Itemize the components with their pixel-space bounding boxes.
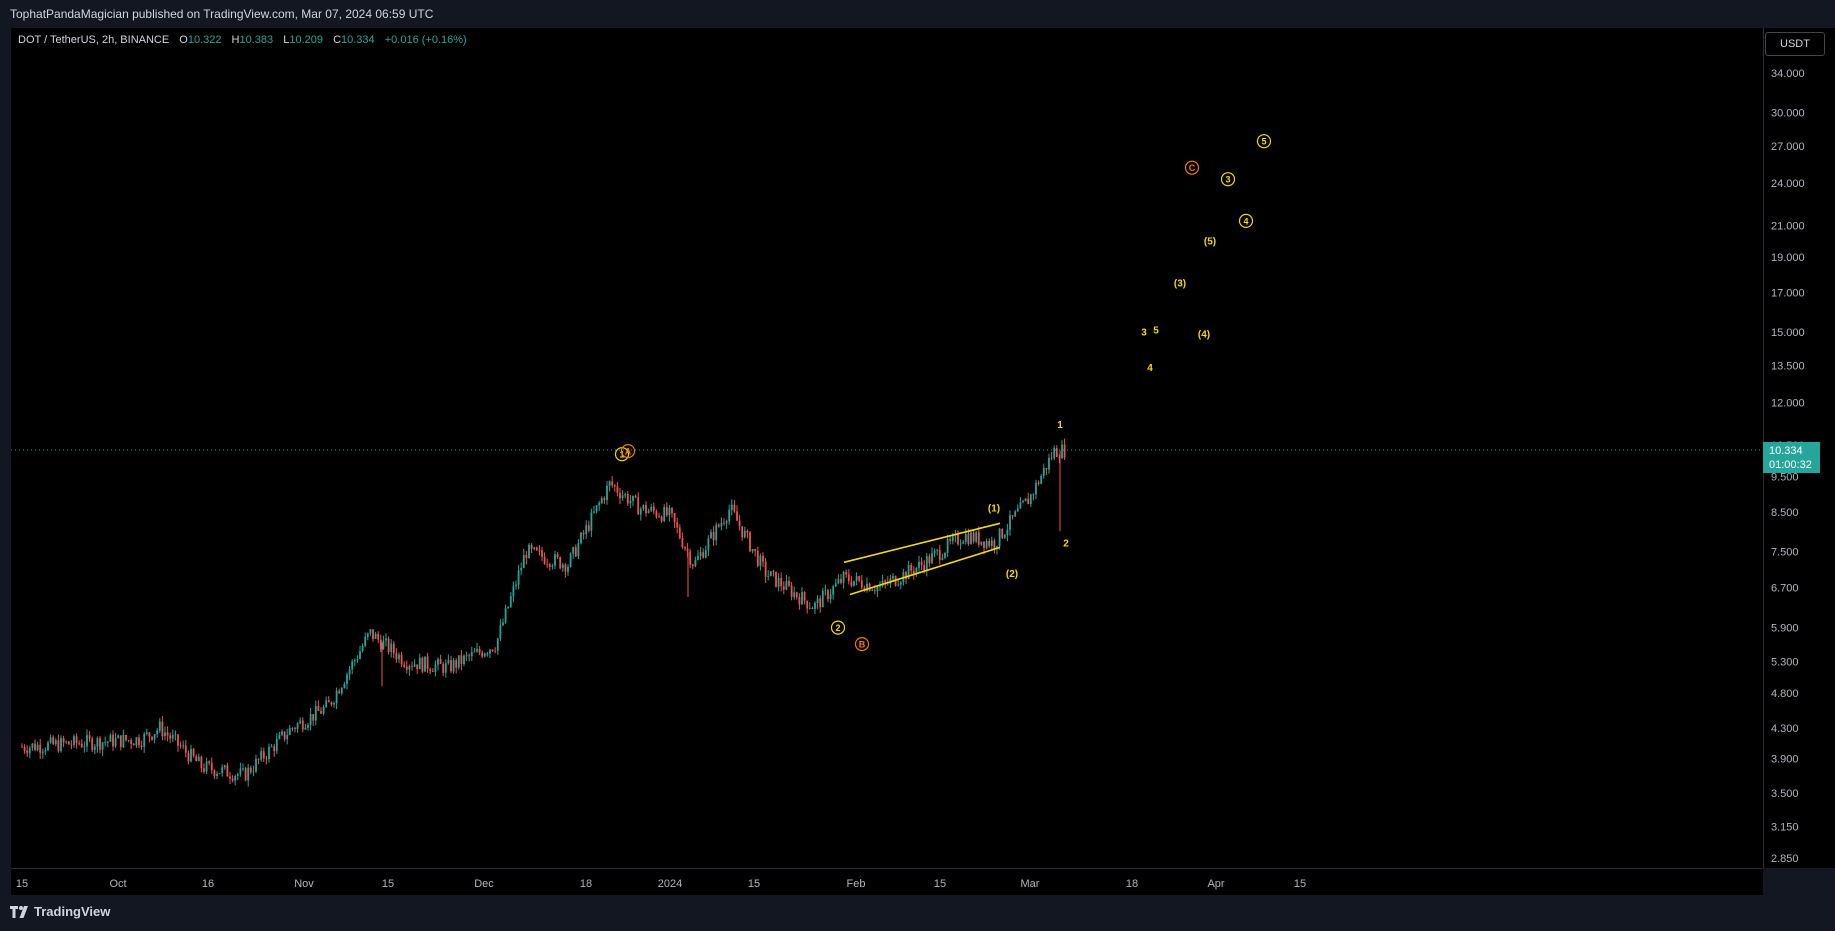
footer-bar: TradingView — [0, 896, 1835, 931]
legend-low-label: L — [283, 34, 290, 46]
publisher-bar: TophatPandaMagician published on Trading… — [0, 0, 1835, 28]
chart-legend: DOT / TetherUS, 2h, BINANCE O10.322 H10.… — [18, 34, 467, 46]
legend-open: 10.322 — [187, 34, 222, 46]
footer-brand: TradingView — [34, 904, 111, 919]
legend-open-label: O — [179, 34, 188, 46]
last-price-tag: 10.334 01:00:32 — [1763, 442, 1820, 473]
chart-area[interactable] — [11, 28, 1763, 868]
legend-high: 10.383 — [239, 34, 274, 46]
currency-button[interactable]: USDT — [1765, 32, 1825, 56]
legend-low: 10.209 — [289, 34, 323, 46]
tradingview-logo[interactable]: TradingView — [10, 904, 110, 919]
legend-symbol[interactable]: DOT / TetherUS, 2h, BINANCE — [18, 34, 170, 46]
legend-close: 10.334 — [341, 34, 375, 46]
time-axis[interactable] — [11, 868, 1763, 895]
legend-high-label: H — [231, 34, 240, 46]
publisher-line: TophatPandaMagician published on Trading… — [10, 7, 434, 21]
legend-change: +0.016 (+0.16%) — [384, 34, 467, 46]
legend-close-label: C — [333, 34, 342, 46]
bar-countdown: 01:00:32 — [1769, 459, 1812, 471]
last-price-value: 10.334 — [1769, 445, 1803, 457]
tradingview-logo-icon — [10, 905, 28, 918]
